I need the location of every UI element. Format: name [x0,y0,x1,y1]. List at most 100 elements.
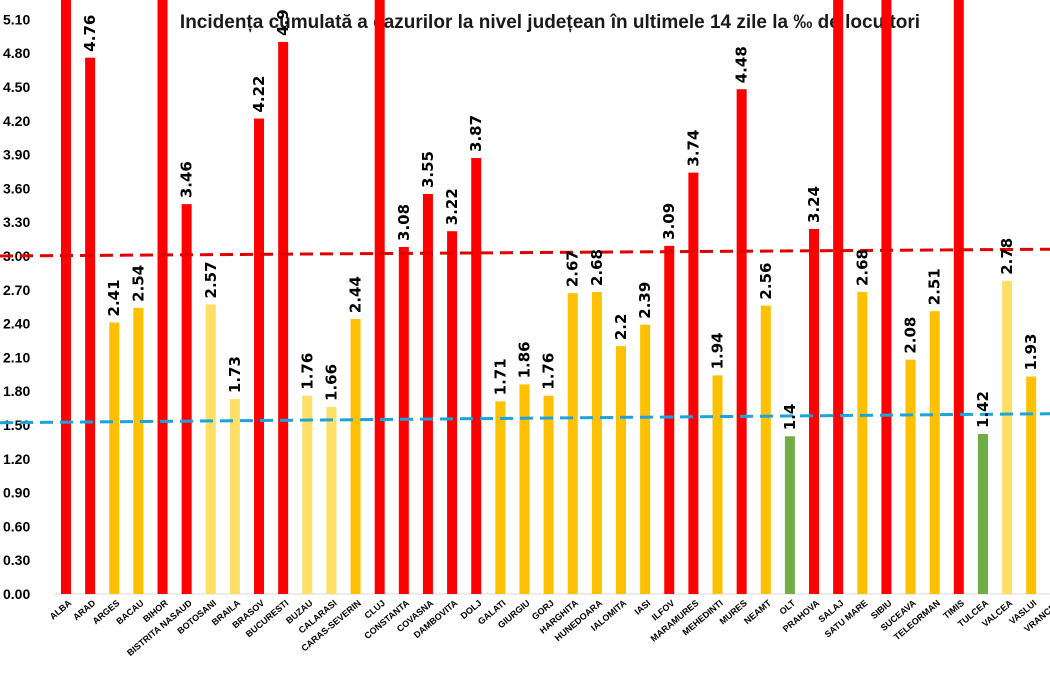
bar-sibiu [881,0,892,594]
bar-dambovita [447,231,458,594]
bar-gorj [543,395,554,594]
bar-timis [953,0,964,595]
data-label: 3.87 [467,115,485,152]
y-tick-label: 2.70 [3,282,30,298]
bar-bucuresti [278,41,289,595]
y-tick-label: 0.60 [3,518,30,534]
data-label: 1.94 [709,332,727,369]
bar-caras-severin [350,319,361,594]
data-label: 1.4 [781,404,799,431]
data-label: 2.78 [998,238,1016,275]
bar-maramures [688,172,699,594]
data-label: 1.73 [226,356,244,393]
data-label: 1.42 [974,391,992,428]
bar-tulcea [977,434,988,594]
bar-arges [109,322,120,594]
bar-neamt [760,305,771,594]
x-tick-label: NEAMT [742,598,773,627]
bar-valcea [1002,280,1013,594]
bar-prahova [809,228,820,594]
bar-iasi [640,324,651,594]
data-label: 3.46 [178,161,196,198]
y-tick-label: 1.80 [3,383,30,399]
data-label: 2.57 [202,261,220,298]
y-tick-label: 1.20 [3,451,30,467]
bar-galati [495,401,506,594]
data-label: 4.9 [274,9,292,36]
bar-braila [229,399,240,594]
bar-bistrita-nasaud [181,204,192,594]
y-tick-label: 0.00 [3,586,30,602]
data-label: 1.93 [1022,334,1040,371]
bar-giurgiu [519,384,530,594]
data-label: 2.51 [926,268,944,305]
bar-bihor [157,0,168,595]
y-tick-label: 0.30 [3,552,30,568]
data-label: 3.74 [684,130,702,167]
bar-ialomita [615,346,626,594]
bar-suceava [905,359,916,594]
data-label: 2.68 [588,249,606,286]
data-label: 2.08 [902,317,920,354]
chart-title: Incidența cumulată a cazurilor la nivel … [179,12,921,33]
y-tick-label: 3.60 [3,180,30,196]
bar-olt [784,436,795,594]
y-tick-label: 5.10 [3,11,30,27]
x-tick-label: BACAU [114,598,145,627]
data-label: 4.48 [733,46,751,83]
y-tick-label: 4.20 [3,113,30,129]
y-tick-label: 4.80 [3,45,30,61]
y-tick-label: 3.90 [3,147,30,163]
data-label: 3.09 [660,203,678,240]
data-label: 1.71 [491,358,509,395]
bar-bacau [133,307,144,594]
bar-covasna [422,194,433,595]
threshold-line-blue [0,412,1050,425]
data-label: 3.22 [443,188,461,225]
bar-buzau [302,395,313,594]
data-label: 2.56 [757,263,775,300]
bar-cluj [374,0,385,595]
data-label: 1.66 [322,364,340,401]
bar-brasov [254,118,265,595]
data-label: 2.39 [636,282,654,319]
data-label: 2.68 [853,249,871,286]
bar-ilfov [664,245,675,594]
data-label: 2.41 [105,279,123,316]
bar-mehedinti [712,375,723,594]
data-label: 1.76 [540,353,558,390]
data-label: 2.54 [129,265,147,302]
data-label: 2.67 [564,250,582,287]
data-label: 3.08 [395,204,413,241]
bar-arad [85,57,96,595]
bar-alba [61,0,71,595]
data-label: 1.76 [298,353,316,390]
y-tick-label: 3.00 [3,248,30,264]
bar-calarasi [326,406,337,594]
x-tick-label: ALBA [48,598,74,622]
bar-vaslui [1026,376,1037,594]
bar-hunedoara [591,292,602,594]
y-tick-label: 3.30 [3,214,30,230]
data-label: 1.86 [515,341,533,378]
bar-botosani [205,304,216,594]
bar-satu-mare [857,292,868,594]
y-tick-label: 0.90 [3,485,30,501]
bar-harghita [567,293,578,594]
threshold-line-red [0,247,1050,258]
bar-mures [736,89,747,594]
y-tick-label: 4.50 [3,79,30,95]
bar-teleorman [929,311,940,594]
data-label: 2.2 [612,314,630,341]
data-label: 4.22 [250,76,268,113]
y-tick-label: 1.50 [3,417,30,433]
data-label: 4.76 [81,15,99,52]
bar-salaj [833,0,844,594]
data-label: 3.24 [805,186,823,223]
data-label: 2.44 [347,276,365,313]
y-tick-label: 2.10 [3,349,30,365]
y-tick-label: 2.40 [3,316,30,332]
bar-dolj [471,157,482,594]
data-label: 3.55 [419,151,437,188]
